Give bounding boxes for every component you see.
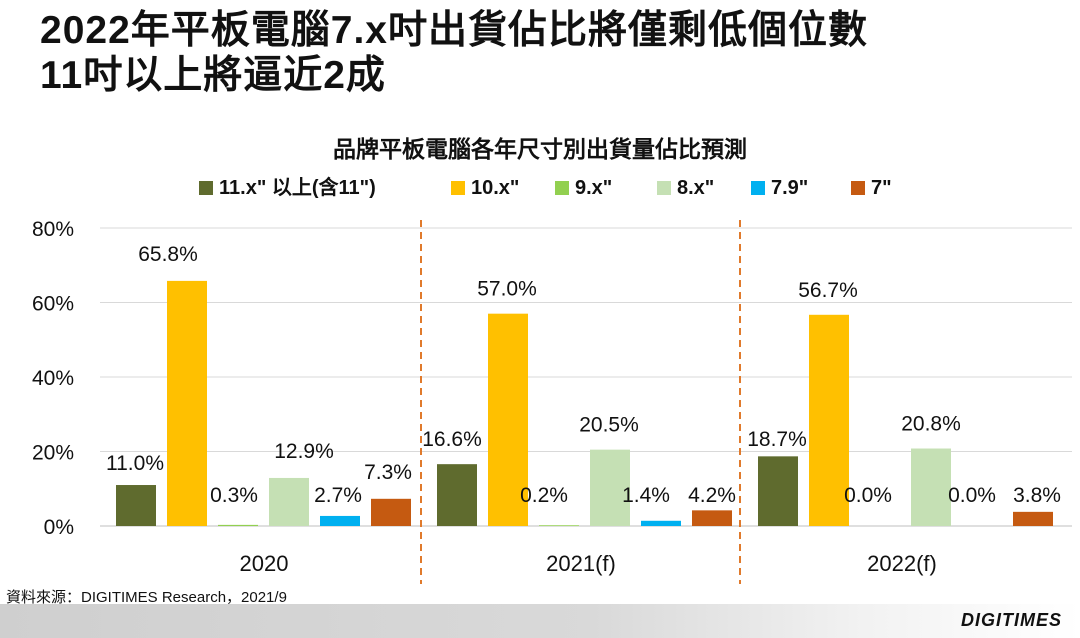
data-label-2022(f)-series-4: 0.0% [948, 484, 996, 507]
headline: 2022年平板電腦7.x吋出貨佔比將僅剩低個位數 11吋以上將逼近2成 [40, 8, 868, 98]
legend-label-2: 9.x" [575, 177, 612, 199]
bar-2022(f)-series-1 [809, 314, 849, 526]
bar-2020-series-2 [218, 524, 258, 526]
legend-swatch-0 [199, 181, 213, 195]
data-label-2022(f)-series-3: 20.8% [901, 413, 961, 436]
data-label-2020-series-0: 11.0% [106, 452, 164, 475]
legend-swatch-1 [451, 181, 465, 195]
data-label-2021(f)-series-3: 20.5% [579, 414, 639, 437]
bar-2021(f)-series-0 [437, 464, 477, 526]
x-category-label: 2021(f) [546, 551, 616, 576]
headline-line-1: 2022年平板電腦7.x吋出貨佔比將僅剩低個位數 [40, 9, 868, 52]
data-label-2020-series-5: 7.3% [364, 461, 412, 484]
data-label-2020-series-3: 12.9% [274, 440, 334, 463]
data-label-2022(f)-series-5: 3.8% [1013, 484, 1061, 507]
bar-2021(f)-series-2 [539, 525, 579, 526]
bar-2020-series-0 [116, 485, 156, 526]
data-label-2021(f)-series-1: 57.0% [477, 278, 537, 301]
data-label-2022(f)-series-0: 18.7% [747, 428, 807, 451]
legend-swatch-4 [751, 181, 765, 195]
source-note: 資料來源：DIGITIMES Research，2021/9 [6, 589, 287, 606]
data-label-2022(f)-series-2: 0.0% [844, 484, 892, 507]
bar-2020-series-3 [269, 477, 309, 526]
y-tick-label: 80% [32, 218, 74, 241]
brand-logo: DIGITIMES [960, 610, 1062, 630]
data-label-2020-series-1: 65.8% [138, 243, 198, 266]
bar-2020-series-1 [167, 280, 207, 526]
data-label-2020-series-4: 2.7% [314, 484, 362, 507]
bar-chart: 品牌平板電腦各年尺寸別出貨量佔比預測 11.x" 以上(含11") 10.x" 9.x… [32, 136, 1072, 584]
y-tick-label: 60% [32, 293, 74, 316]
data-label-2022(f)-series-1: 56.7% [798, 279, 858, 302]
data-label-2021(f)-series-5: 4.2% [688, 484, 736, 507]
y-tick-label: 20% [32, 442, 74, 465]
footer-bar [0, 604, 1080, 638]
legend-label-0: 11.x" 以上(含11") [219, 175, 376, 199]
bar-2022(f)-series-0 [758, 456, 798, 526]
legend-label-5: 7" [871, 177, 892, 199]
legend-swatch-3 [657, 181, 671, 195]
legend-swatch-5 [851, 181, 865, 195]
bar-2021(f)-series-1 [488, 313, 528, 526]
headline-line-2: 11吋以上將逼近2成 [40, 54, 386, 97]
y-tick-label: 40% [32, 367, 74, 390]
x-category-label: 2020 [240, 551, 289, 576]
data-label-2021(f)-series-2: 0.2% [520, 484, 568, 507]
data-label-2021(f)-series-4: 1.4% [622, 484, 670, 507]
bar-2022(f)-series-5 [1013, 511, 1053, 526]
legend-label-3: 8.x" [677, 177, 714, 199]
chart-title: 品牌平板電腦各年尺寸別出貨量佔比預測 [333, 136, 747, 162]
y-tick-label: 0% [44, 516, 74, 539]
legend-label-1: 10.x" [471, 177, 519, 199]
legend-swatch-2 [555, 181, 569, 195]
data-label-2020-series-2: 0.3% [210, 484, 258, 507]
legend-label-4: 7.9" [771, 177, 808, 199]
data-label-2021(f)-series-0: 16.6% [422, 428, 482, 451]
bar-2021(f)-series-4 [641, 520, 681, 526]
bar-2021(f)-series-5 [692, 510, 732, 526]
bar-2022(f)-series-3 [911, 448, 951, 526]
x-category-label: 2022(f) [867, 551, 937, 576]
bar-2020-series-5 [371, 498, 411, 526]
bar-2021(f)-series-3 [590, 449, 630, 526]
bar-2020-series-4 [320, 515, 360, 526]
